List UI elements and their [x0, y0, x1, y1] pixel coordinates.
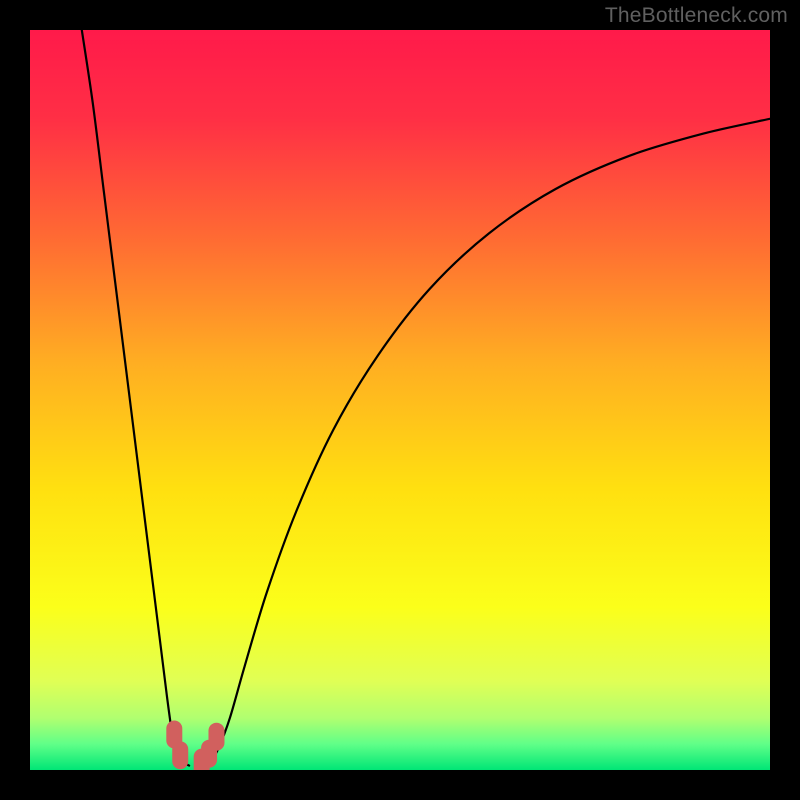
curve-left-branch — [82, 30, 189, 766]
bottleneck-curve — [30, 30, 770, 770]
curve-marker — [208, 723, 224, 751]
chart-container: TheBottleneck.com — [0, 0, 800, 800]
curve-right-branch — [204, 119, 770, 766]
curve-marker — [172, 741, 188, 769]
plot-area — [30, 30, 770, 770]
watermark-text: TheBottleneck.com — [605, 4, 788, 28]
